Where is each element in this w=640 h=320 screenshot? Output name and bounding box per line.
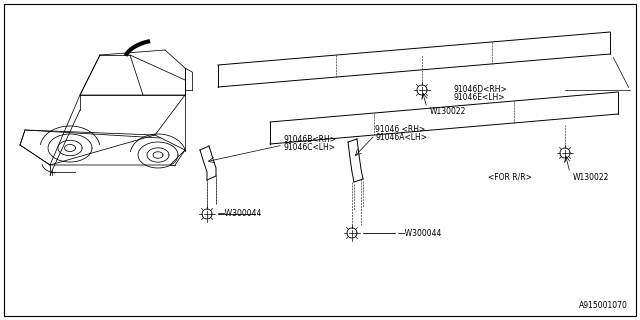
Text: 91046C<LH>: 91046C<LH> <box>283 143 335 153</box>
Text: —W300044: —W300044 <box>398 228 442 237</box>
Text: W130022: W130022 <box>430 108 467 116</box>
Text: A915001070: A915001070 <box>579 301 628 310</box>
Text: —W300044: —W300044 <box>218 210 262 219</box>
Text: 91046 <RH>: 91046 <RH> <box>375 125 425 134</box>
Text: W130022: W130022 <box>573 173 609 182</box>
Text: <FOR R/R>: <FOR R/R> <box>488 172 532 181</box>
Text: 91046B<RH>: 91046B<RH> <box>283 135 336 145</box>
Text: 91046E<LH>: 91046E<LH> <box>453 93 504 102</box>
Text: 91046A<LH>: 91046A<LH> <box>375 133 427 142</box>
Text: 91046D<RH>: 91046D<RH> <box>453 85 507 94</box>
